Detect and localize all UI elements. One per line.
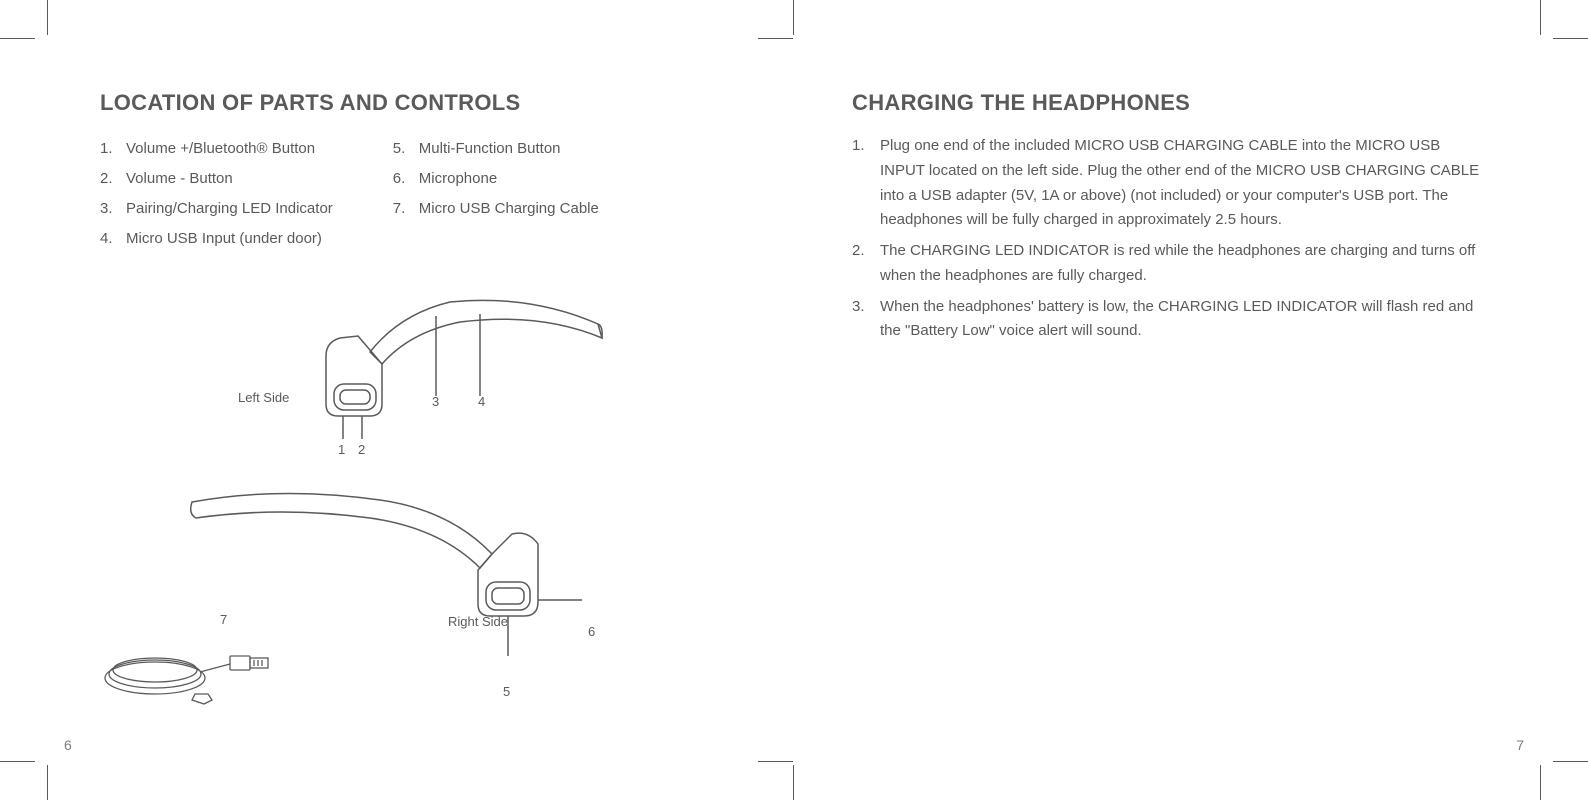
page-right: CHARGING THE HEADPHONES 1.Plug one end o… xyxy=(800,0,1540,800)
label-right-side: Right Side xyxy=(448,614,508,629)
callout-4: 4 xyxy=(478,394,485,409)
parts-col-1: 1.Volume +/Bluetooth® Button 2.Volume - … xyxy=(100,134,333,254)
callout-3: 3 xyxy=(432,394,439,409)
label-left-side: Left Side xyxy=(238,390,289,405)
parts-diagram: Left Side 1 2 3 4 xyxy=(100,284,736,714)
callout-1: 1 xyxy=(338,442,345,457)
parts-col-2: 5.Multi-Function Button 6.Microphone 7.M… xyxy=(393,134,599,254)
headphone-left-icon xyxy=(240,284,610,444)
page-number-right: 7 xyxy=(1516,737,1524,753)
callout-2: 2 xyxy=(358,442,365,457)
callout-7: 7 xyxy=(220,612,227,627)
usb-cable-icon xyxy=(100,624,300,714)
heading-parts: LOCATION OF PARTS AND CONTROLS xyxy=(100,90,736,116)
callout-6: 6 xyxy=(588,624,595,639)
callout-5: 5 xyxy=(503,684,510,699)
page-number-left: 6 xyxy=(64,737,72,753)
charging-steps: 1.Plug one end of the included MICRO USB… xyxy=(852,134,1488,344)
heading-charging: CHARGING THE HEADPHONES xyxy=(852,90,1488,116)
parts-list: 1.Volume +/Bluetooth® Button 2.Volume - … xyxy=(100,134,736,254)
page-left: LOCATION OF PARTS AND CONTROLS 1.Volume … xyxy=(48,0,788,800)
